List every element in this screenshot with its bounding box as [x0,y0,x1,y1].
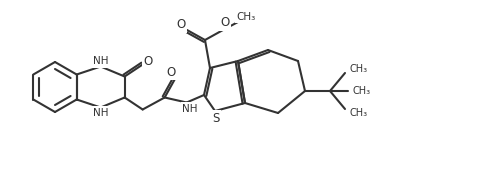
Text: O: O [166,66,175,79]
Text: O: O [220,16,230,30]
Text: NH: NH [182,103,197,113]
Text: CH₃: CH₃ [350,108,368,118]
Text: S: S [212,112,219,125]
Text: O: O [176,19,186,31]
Text: CH₃: CH₃ [353,86,371,96]
Text: NH: NH [93,107,109,117]
Text: O: O [143,55,152,68]
Text: CH₃: CH₃ [236,12,256,22]
Text: CH₃: CH₃ [350,64,368,74]
Text: NH: NH [93,57,109,66]
